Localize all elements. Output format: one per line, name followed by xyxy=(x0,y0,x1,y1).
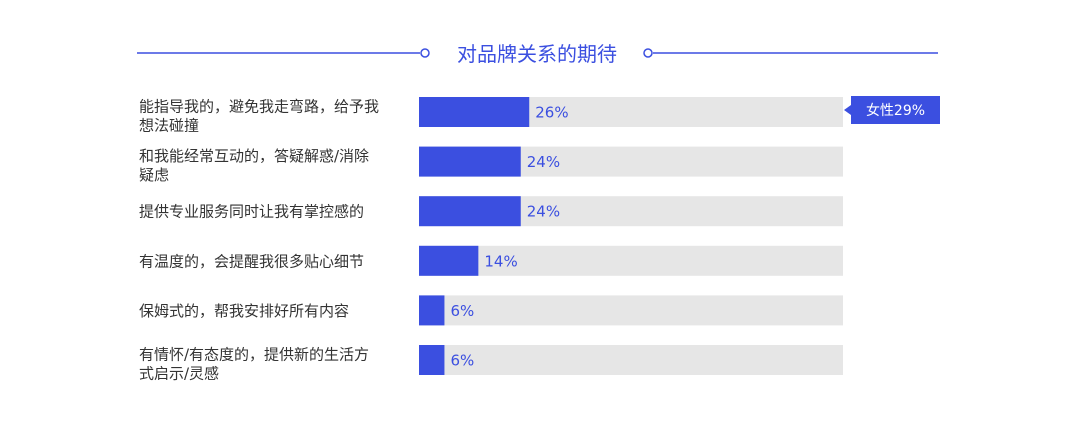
chart-title-group: 对品牌关系的期待 xyxy=(137,42,938,66)
value-label: 26% xyxy=(535,104,568,122)
category-label: 疑虑 xyxy=(139,166,169,184)
category-label: 有温度的，会提醒我很多贴心细节 xyxy=(139,252,364,270)
category-label: 能指导我的，避免我走弯路，给予我 xyxy=(139,98,379,116)
value-label: 14% xyxy=(484,252,517,270)
bar xyxy=(419,245,479,276)
bar xyxy=(419,345,445,375)
title-ornament-left xyxy=(420,48,430,58)
category-label: 保姆式的，帮我安排好所有内容 xyxy=(139,302,349,320)
bar-track xyxy=(419,295,843,326)
callout-label: 女性29% xyxy=(866,102,925,119)
value-label: 6% xyxy=(450,352,474,370)
value-label: 24% xyxy=(527,203,560,221)
category-label: 提供专业服务同时让我有掌控感的 xyxy=(139,203,364,221)
category-label: 式启示/灵感 xyxy=(139,365,219,383)
title-ornament-right xyxy=(643,48,653,58)
value-label: 6% xyxy=(450,302,474,320)
bar-track xyxy=(419,245,843,276)
category-label: 有情怀/有态度的，提供新的生活方 xyxy=(139,346,369,364)
bar xyxy=(419,97,530,127)
value-label: 24% xyxy=(527,153,560,171)
category-label: 和我能经常互动的，答疑解惑/消除 xyxy=(139,147,369,165)
bar xyxy=(419,146,521,177)
bar xyxy=(419,196,521,227)
category-label: 想法碰撞 xyxy=(139,117,199,135)
bar xyxy=(419,295,445,326)
bar-track xyxy=(419,345,843,375)
callout-tag xyxy=(844,96,940,124)
chart-title: 对品牌关系的期待 xyxy=(457,42,617,66)
annotation-callout: 女性29% xyxy=(844,96,940,124)
